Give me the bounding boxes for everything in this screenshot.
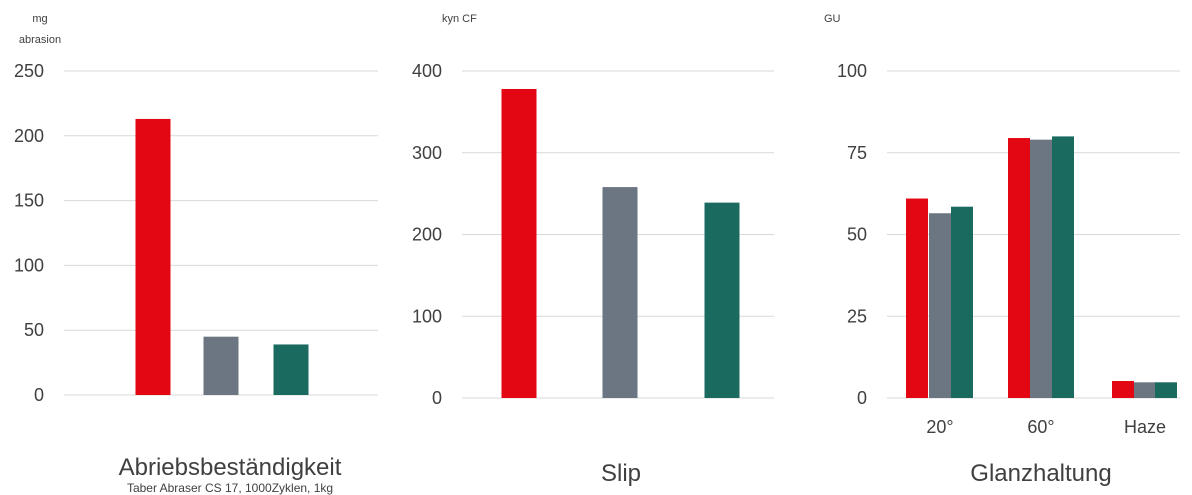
y-tick-label: 200 bbox=[412, 225, 442, 245]
y-tick-label: 400 bbox=[412, 61, 442, 81]
bar bbox=[135, 118, 171, 396]
bar bbox=[273, 344, 309, 395]
chart-subtitle: Taber Abraser CS 17, 1000Zyklen, 1kg bbox=[127, 481, 333, 495]
y-unit-label: GU bbox=[824, 13, 841, 25]
x-category-label: 20° bbox=[926, 417, 953, 437]
y-tick-label: 150 bbox=[14, 191, 44, 211]
bar bbox=[1112, 380, 1134, 398]
chart-3: 0 25 50 75 100 GU 20° 60° Haze Glanzhaltung bbox=[824, 13, 1180, 487]
y-tick-label: 0 bbox=[34, 385, 44, 405]
bar bbox=[1008, 138, 1030, 398]
chart-title: Slip bbox=[601, 460, 641, 487]
y-tick-label: 250 bbox=[14, 61, 44, 81]
bar bbox=[906, 198, 928, 398]
chart-2: 0 100 200 300 400 kyn CF Slip bbox=[412, 13, 774, 487]
chart-title: Glanzhaltung bbox=[970, 460, 1111, 487]
y-unit-label: kyn CF bbox=[442, 13, 477, 25]
bar bbox=[1155, 382, 1177, 398]
bar bbox=[1134, 382, 1156, 398]
y-tick-label: 0 bbox=[857, 388, 867, 408]
bar bbox=[602, 187, 638, 398]
bar bbox=[203, 336, 239, 395]
y-tick-label: 200 bbox=[14, 126, 44, 146]
bar bbox=[704, 202, 740, 398]
y-tick-label: 100 bbox=[837, 61, 867, 81]
y-tick-label: 100 bbox=[14, 255, 44, 275]
y-tick-label: 50 bbox=[24, 320, 44, 340]
y-tick-label: 50 bbox=[847, 225, 867, 245]
x-category-label: Haze bbox=[1124, 417, 1166, 437]
bar bbox=[1030, 139, 1052, 399]
bar bbox=[951, 206, 973, 398]
y-tick-label: 0 bbox=[432, 388, 442, 408]
y-tick-label: 75 bbox=[847, 143, 867, 163]
y-unit-label: abrasion bbox=[19, 34, 61, 46]
chart-1: 0 50 100 150 200 250 mg abrasion Abriebsbeständi… bbox=[14, 13, 378, 495]
x-category-label: 60° bbox=[1027, 417, 1054, 437]
chart-title: Abriebsbeständigkeit bbox=[119, 454, 342, 481]
bar bbox=[1052, 136, 1074, 398]
bar bbox=[501, 88, 537, 399]
y-tick-label: 300 bbox=[412, 143, 442, 163]
y-tick-label: 100 bbox=[412, 306, 442, 326]
y-tick-label: 25 bbox=[847, 306, 867, 326]
y-unit-label: mg bbox=[32, 13, 47, 25]
bar bbox=[929, 213, 951, 398]
